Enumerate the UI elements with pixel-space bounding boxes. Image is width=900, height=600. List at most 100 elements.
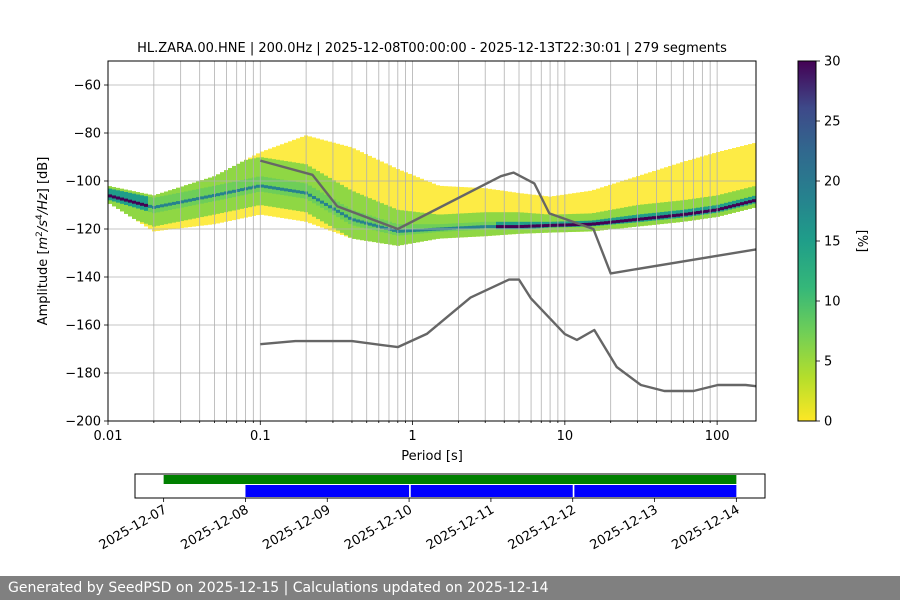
density-mode-cell	[296, 190, 300, 194]
density-outer-cell	[600, 187, 604, 231]
density-mode-cell	[564, 223, 568, 227]
density-core-cell	[380, 219, 384, 233]
density-mode-cell	[604, 221, 608, 225]
density-outer-cell	[712, 153, 716, 218]
density-mode-cell	[156, 205, 160, 209]
density-outer-cell	[696, 157, 700, 220]
density-outer-cell	[596, 188, 600, 231]
density-mode-cell	[356, 219, 360, 223]
density-mode-cell	[752, 199, 756, 203]
density-mode-cell	[688, 212, 692, 216]
density-mode-cell	[204, 195, 208, 199]
density-mode-cell	[624, 219, 628, 223]
density-outer-cell	[480, 188, 484, 237]
density-core-cell	[200, 188, 204, 204]
density-core-cell	[248, 178, 252, 194]
density-mode-cell	[216, 193, 220, 197]
density-core-cell	[144, 196, 148, 211]
density-mode-cell	[164, 203, 168, 207]
density-core-cell	[356, 211, 360, 227]
density-core-cell	[232, 181, 236, 198]
density-mode-cell	[140, 202, 144, 206]
density-mode-cell	[300, 190, 304, 194]
density-mode-cell	[520, 224, 524, 228]
noise-model-lines	[259, 159, 756, 393]
density-outer-cell	[656, 169, 660, 225]
density-outer-cell	[752, 143, 756, 208]
density-core-cell	[336, 201, 340, 218]
density-outer-cell	[452, 186, 456, 238]
density-mode-cell	[684, 212, 688, 216]
timeline-tick-label: 2025-12-12	[506, 502, 579, 553]
density-outer-cell	[420, 178, 424, 242]
psd-segment-bar	[574, 485, 737, 497]
density-outer-cell	[668, 165, 672, 224]
density-outer-cell	[468, 187, 472, 237]
density-mode-cell	[224, 191, 228, 195]
density-outer-cell	[476, 187, 480, 237]
density-mode-cell	[316, 198, 320, 202]
density-mode-cell	[376, 224, 380, 228]
y-axis-label-part: m	[36, 237, 51, 250]
density-mode-cell	[652, 216, 656, 220]
density-mode-cell	[452, 226, 456, 230]
density-outer-cell	[472, 187, 476, 237]
density-mode-cell	[544, 224, 548, 228]
density-mode-cell	[364, 221, 368, 225]
density-mode-cell	[728, 205, 732, 209]
density-core-cell	[112, 189, 116, 202]
density-mode-cell	[236, 188, 240, 192]
density-core-cell	[184, 191, 188, 207]
density-mode-cell	[748, 200, 752, 204]
density-outer-cell	[436, 185, 440, 239]
density-outer-cell	[680, 162, 684, 222]
density-mode-cell	[468, 225, 472, 229]
density-mode-cell	[108, 194, 112, 198]
density-outer-cell	[616, 182, 620, 229]
density-mode-cell	[568, 223, 572, 227]
density-core-cell	[320, 192, 324, 208]
colorbar-tick-label: 5	[824, 355, 832, 370]
density-mode-cell	[552, 223, 556, 227]
density-mode-cell	[724, 206, 728, 210]
density-mode-cell	[400, 229, 404, 233]
density-outer-cell	[608, 184, 612, 230]
density-mode-cell	[324, 202, 328, 206]
density-mode-cell	[368, 222, 372, 226]
density-mode-cell	[404, 229, 408, 233]
density-mode-cell	[408, 229, 412, 233]
density-mode-cell	[472, 225, 476, 229]
density-mode-cell	[280, 187, 284, 191]
density-mode-cell	[612, 220, 616, 224]
density-mode-cell	[584, 222, 588, 226]
timeline-tick-label: 2025-12-10	[342, 502, 415, 553]
density-mode-cell	[272, 186, 276, 190]
density-core-cell	[168, 194, 172, 210]
density-outer-cell	[628, 178, 632, 228]
y-axis-label-part: ] [dB]	[36, 157, 51, 194]
density-core-cell	[316, 190, 320, 206]
density-mode-cell	[260, 184, 264, 188]
density-core-cell	[128, 192, 132, 207]
density-outer-cell	[464, 187, 468, 238]
density-mode-cell	[116, 196, 120, 200]
psd-chart: HL.ZARA.00.HNE | 200.0Hz | 2025-12-08T00…	[35, 41, 869, 553]
density-outer-cell	[404, 172, 408, 245]
density-core-cell	[136, 194, 140, 209]
density-mode-cell	[380, 225, 384, 229]
colorbar-tick-label: 30	[824, 55, 841, 70]
density-outer-cell	[672, 164, 676, 223]
density-mode-cell	[252, 185, 256, 189]
y-tick-label: −80	[74, 127, 101, 142]
density-outer-cell	[728, 149, 732, 214]
density-core-cell	[264, 177, 268, 193]
density-core-cell	[300, 182, 304, 199]
timeline-tick-label: 2025-12-07	[97, 502, 170, 553]
density-outer-cell	[688, 159, 692, 221]
density-core-cell	[116, 190, 120, 203]
density-core-cell	[228, 182, 232, 198]
density-core-cell	[268, 177, 272, 194]
density-core-cell	[208, 186, 212, 203]
density-mode-cell	[240, 188, 244, 192]
density-mode-cell	[332, 207, 336, 211]
